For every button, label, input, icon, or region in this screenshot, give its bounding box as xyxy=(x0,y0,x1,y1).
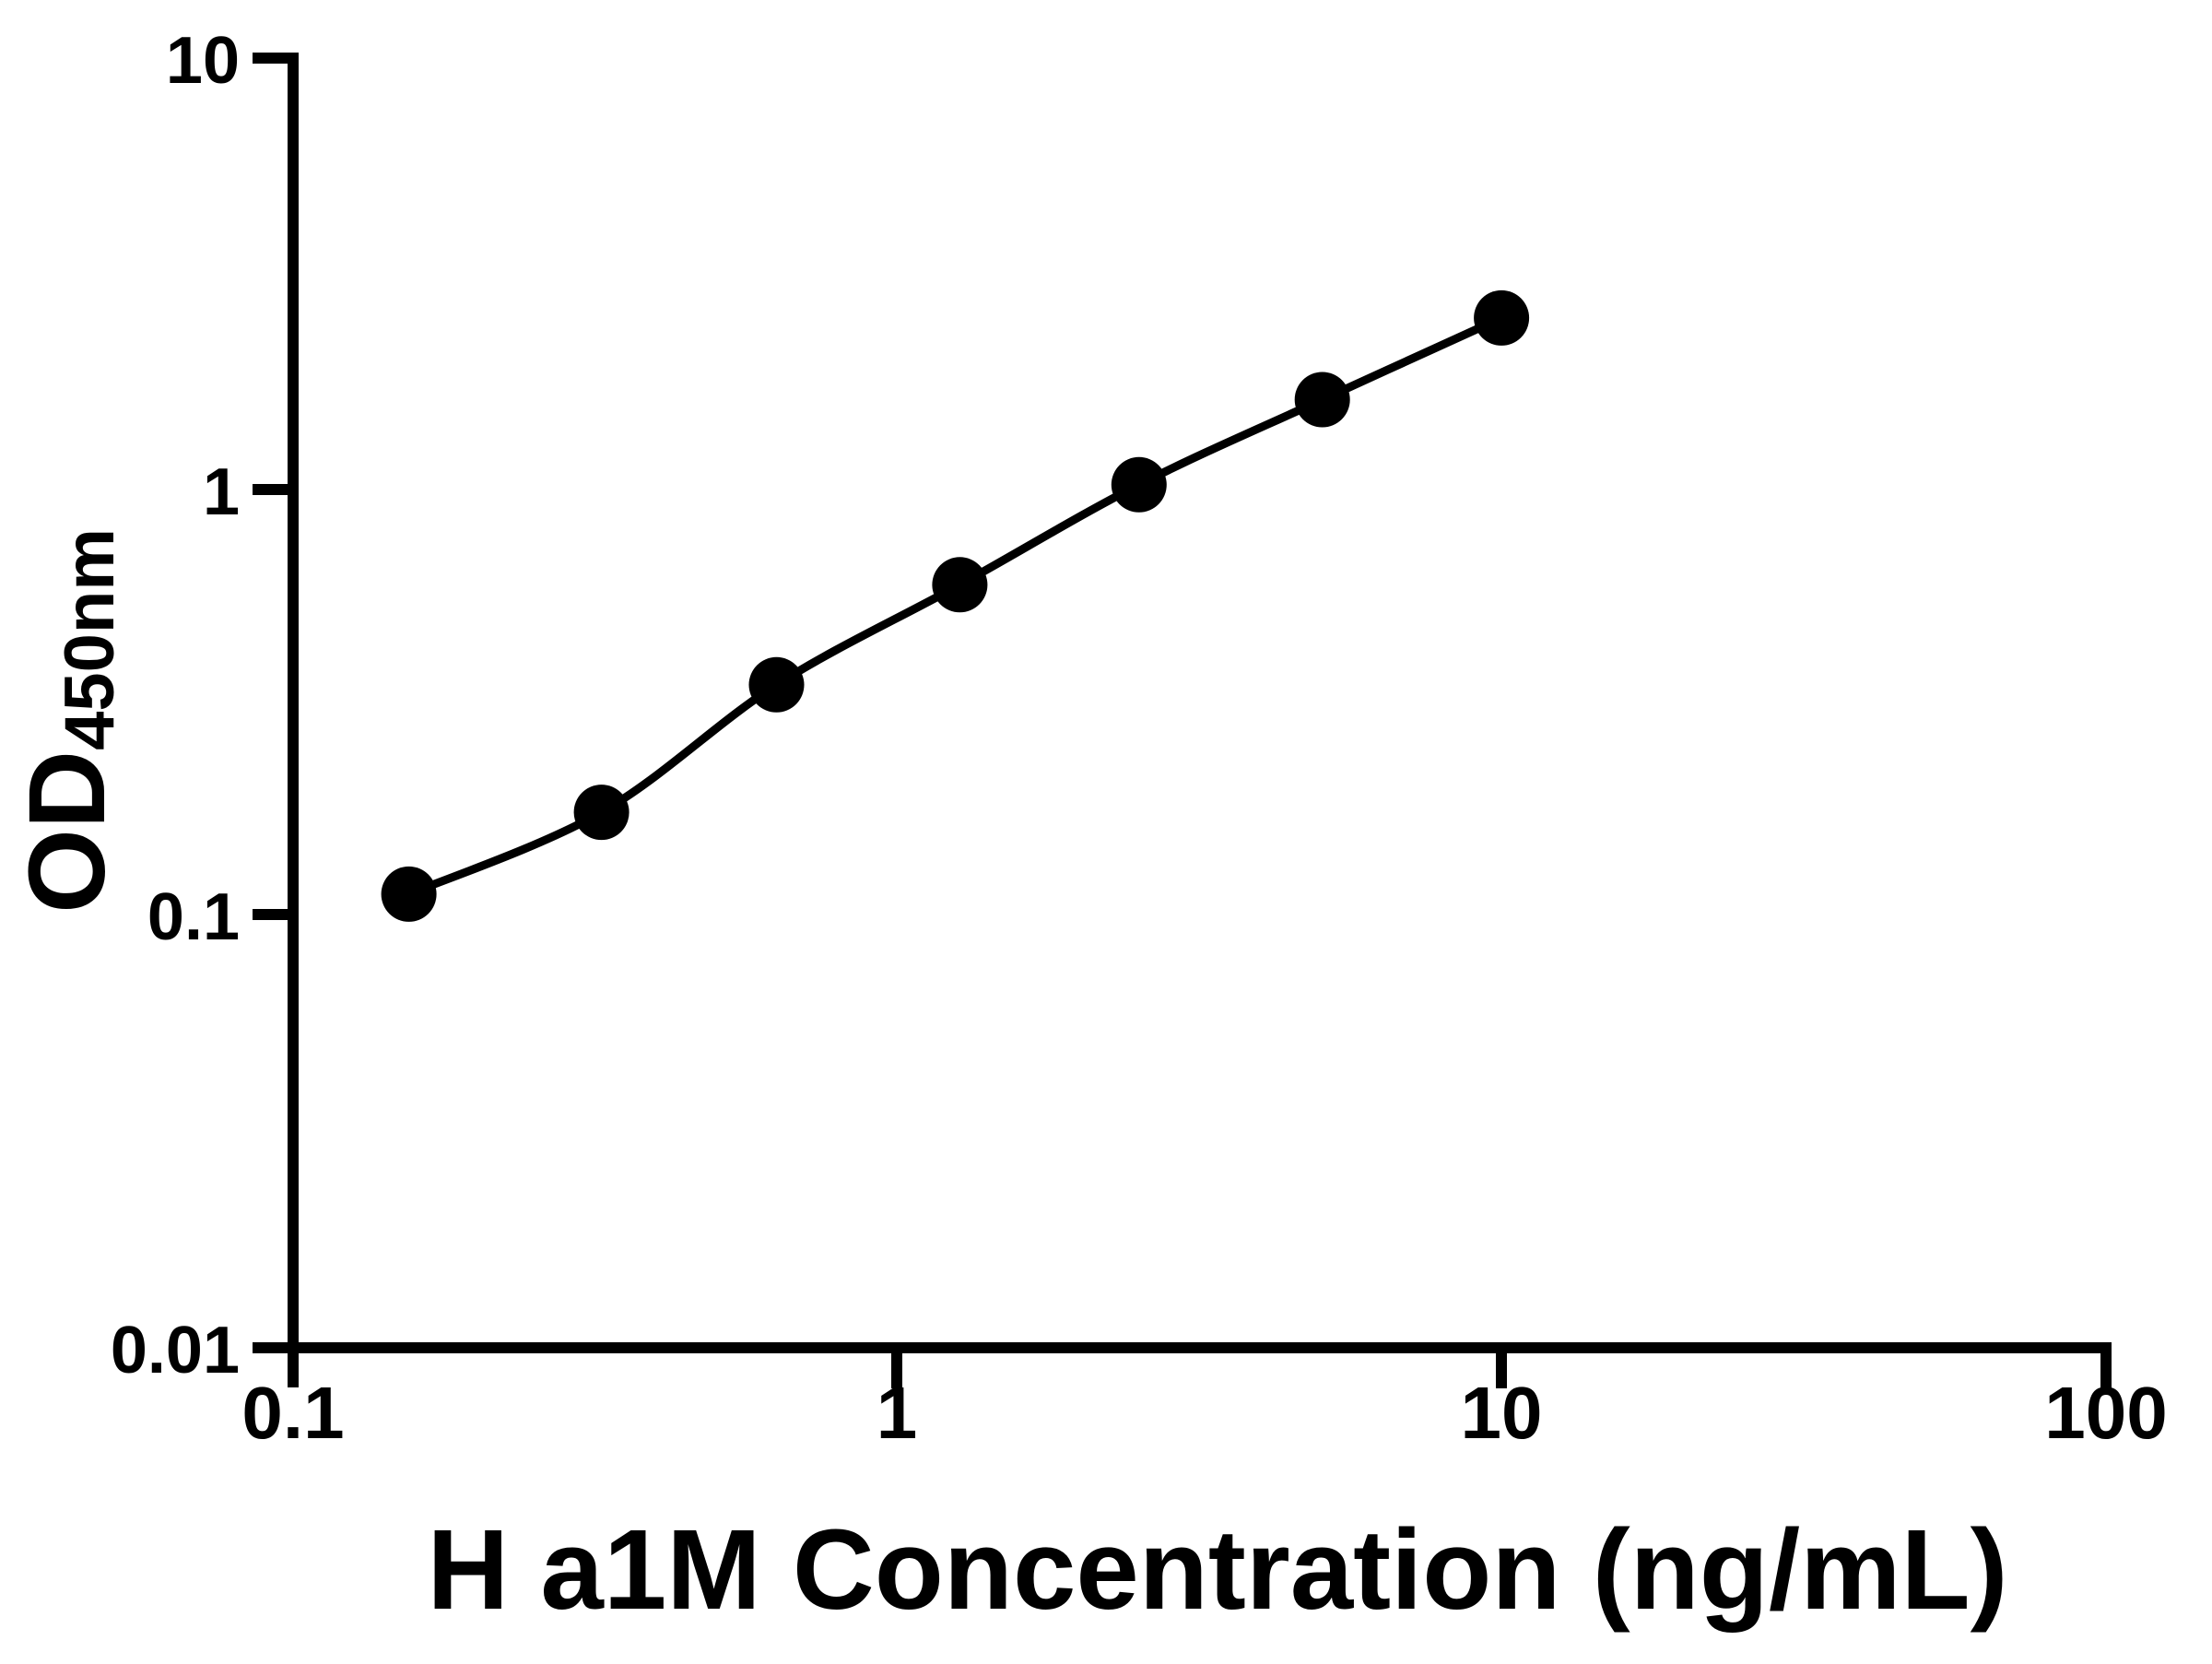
svg-text:OD450nm: OD450nm xyxy=(6,528,129,914)
svg-text:10: 10 xyxy=(166,24,240,98)
svg-text:H a1M Concentration (ng/mL): H a1M Concentration (ng/mL) xyxy=(427,1507,2007,1634)
svg-text:1: 1 xyxy=(877,1372,918,1454)
svg-text:10: 10 xyxy=(1461,1372,1543,1454)
svg-text:1: 1 xyxy=(203,455,240,529)
svg-text:0.1: 0.1 xyxy=(147,880,240,954)
svg-text:0.01: 0.01 xyxy=(111,1314,240,1387)
svg-text:100: 100 xyxy=(2044,1372,2167,1454)
svg-text:0.1: 0.1 xyxy=(241,1372,344,1454)
